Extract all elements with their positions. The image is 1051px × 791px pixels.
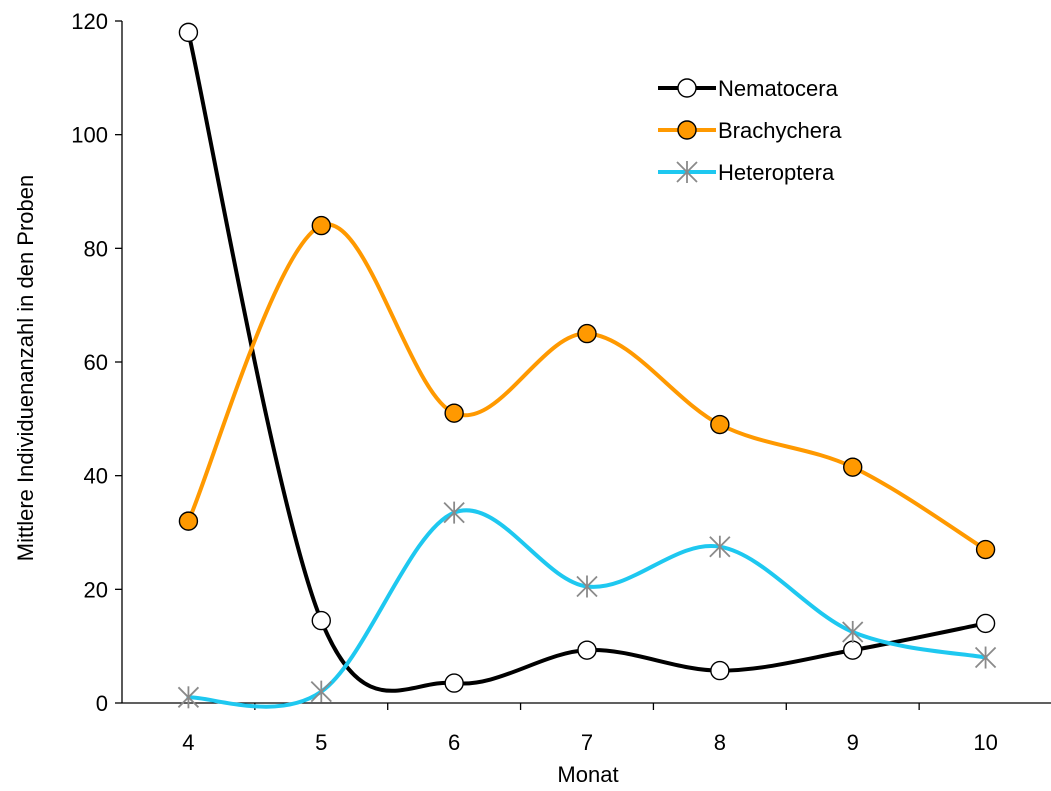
y-tick-label: 20 [84, 577, 108, 602]
data-point [844, 641, 862, 659]
legend-item: Nematocera [658, 76, 839, 101]
data-point [445, 404, 463, 422]
legend: Nematocera Brachychera Heteroptera [658, 76, 842, 185]
data-point [977, 614, 995, 632]
axes: 0 20 40 60 80 100 120 4 5 6 7 8 9 10 [71, 9, 1051, 755]
data-point [179, 23, 197, 41]
data-point [843, 621, 863, 643]
data-point [844, 458, 862, 476]
x-tick-label: 10 [973, 730, 997, 755]
x-tick-label: 4 [182, 730, 194, 755]
y-ticks: 0 20 40 60 80 100 120 [71, 9, 122, 716]
x-tick-label: 8 [714, 730, 726, 755]
data-point [445, 674, 463, 692]
y-axis-label: Mittlere Individuenanzahl in den Proben [13, 175, 38, 561]
series-heteroptera [178, 502, 995, 709]
x-tick-label: 6 [448, 730, 460, 755]
series-line [188, 224, 985, 549]
legend-item: Brachychera [658, 118, 842, 143]
x-ticks: 4 5 6 7 8 9 10 [182, 703, 998, 755]
data-point [711, 662, 729, 680]
data-point [311, 681, 331, 703]
x-tick-label: 5 [315, 730, 327, 755]
y-tick-label: 120 [71, 9, 108, 34]
series-layer [178, 23, 995, 708]
series-brachychera [179, 217, 994, 559]
y-tick-label: 80 [84, 236, 108, 261]
legend-label: Nematocera [718, 76, 839, 101]
legend-item: Heteroptera [658, 160, 835, 185]
legend-marker [678, 121, 696, 139]
data-point [312, 612, 330, 630]
y-tick-label: 100 [71, 123, 108, 148]
data-point [179, 512, 197, 530]
legend-label: Heteroptera [718, 160, 835, 185]
data-point [578, 325, 596, 343]
data-point [977, 541, 995, 559]
data-point [578, 641, 596, 659]
data-point [711, 416, 729, 434]
x-axis-label: Monat [557, 762, 618, 787]
y-tick-label: 40 [84, 464, 108, 489]
series-line [188, 510, 985, 706]
x-tick-label: 7 [581, 730, 593, 755]
y-tick-label: 0 [96, 691, 108, 716]
x-tick-label: 9 [847, 730, 859, 755]
legend-label: Brachychera [718, 118, 842, 143]
y-tick-label: 60 [84, 350, 108, 375]
data-point [312, 217, 330, 235]
legend-marker [678, 79, 696, 97]
